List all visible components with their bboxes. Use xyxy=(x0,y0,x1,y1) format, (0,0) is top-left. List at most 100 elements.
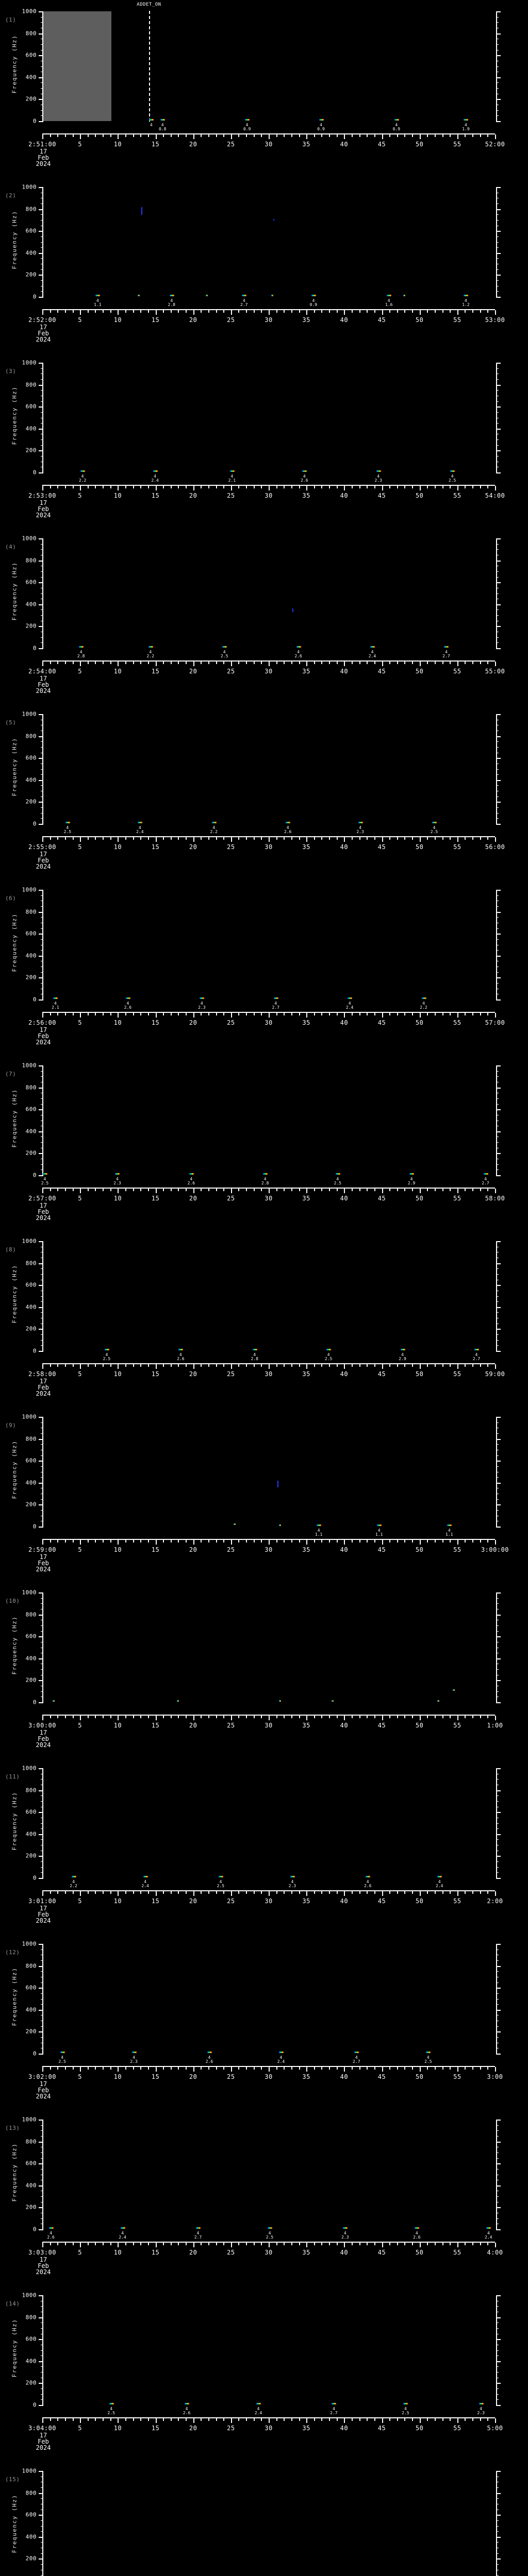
y-axis-tick xyxy=(496,1878,501,1879)
detection-annotation: 4 2.2 xyxy=(420,1001,427,1010)
x-axis-tick xyxy=(201,486,202,488)
x-axis-tick xyxy=(359,1540,360,1543)
x-axis-tick xyxy=(374,134,375,137)
y-axis-tick xyxy=(39,77,43,78)
x-axis: 2:58:00 5 10 15 20 25 30 35 40 45 50 55 59:00 17 Feb … xyxy=(28,1363,505,1397)
spectrogram-panel: (4) Frequency (Hz) 0 200 400 600 800 1000 4 2.8 4… xyxy=(0,527,528,703)
y-axis-tick xyxy=(39,1329,43,1330)
y-axis-tick xyxy=(496,2207,501,2209)
x-axis-tick xyxy=(351,1013,353,1015)
y-axis-tick-label: 200 xyxy=(25,622,37,630)
x-axis-tick xyxy=(284,1364,285,1367)
x-axis-tick-label: 30 xyxy=(265,2073,273,2080)
y-axis-tick xyxy=(496,2558,501,2560)
x-axis-tick-label: 30 xyxy=(265,2249,273,2256)
y-axis-tick xyxy=(41,972,43,973)
x-axis-tick xyxy=(193,2067,194,2072)
x-axis-tick xyxy=(269,1013,270,1018)
x-axis-tick xyxy=(238,2243,240,2245)
y-axis-tick xyxy=(496,1993,499,1994)
panel-index-label: (14) xyxy=(5,2300,20,2307)
x-axis-tick xyxy=(480,1891,481,1894)
x-axis-tick-label: 5 xyxy=(78,1546,82,1553)
x-axis-tick xyxy=(276,1716,277,1718)
y-axis-tick xyxy=(41,1334,43,1335)
x-axis-tick xyxy=(434,1364,436,1367)
y-axis-tick xyxy=(41,1823,43,1824)
detection-marker xyxy=(125,997,130,999)
x-axis-tick xyxy=(80,2418,81,2423)
x-axis-tick xyxy=(442,1891,443,1894)
y-axis-tick xyxy=(496,1433,499,1434)
x-axis-tick xyxy=(314,2243,315,2245)
y-axis-title: Frequency (Hz) xyxy=(11,210,18,269)
x-axis-tick xyxy=(261,837,262,840)
x-axis-tick xyxy=(147,310,149,313)
x-axis-tick xyxy=(291,486,292,488)
x-axis-tick xyxy=(480,662,481,664)
x-axis-tick xyxy=(306,1189,308,1193)
x-axis-tick xyxy=(321,1540,323,1543)
y-axis-tick xyxy=(496,1636,501,1638)
x-axis-tick xyxy=(238,1013,240,1015)
x-axis-tick xyxy=(299,2418,300,2421)
y-axis-tick xyxy=(496,928,499,929)
x-axis-tick xyxy=(450,1540,451,1543)
x-axis-tick xyxy=(427,134,428,137)
y-axis-tick xyxy=(496,209,501,210)
x-axis-tick-label: 50 xyxy=(415,1370,424,1378)
x-axis-tick xyxy=(155,310,157,315)
y-axis-tick xyxy=(39,1988,43,1989)
x-axis-tick xyxy=(133,837,134,840)
x-axis-tick xyxy=(397,1364,398,1367)
detection-marker xyxy=(120,2227,125,2229)
y-axis-tick xyxy=(39,538,43,539)
y-axis-tick xyxy=(496,2339,501,2341)
y-axis-tick xyxy=(39,2009,43,2011)
x-axis-tick xyxy=(321,1013,323,1015)
x-axis-tick-label: 40 xyxy=(340,1546,349,1553)
x-axis-tick-label: 40 xyxy=(340,2249,349,2256)
spectrogram-panel: (11) Frequency (Hz) 0 200 400 600 800 1000 4 2.2… xyxy=(0,1757,528,1933)
x-axis-tick xyxy=(404,1013,406,1015)
x-axis-tick xyxy=(427,1716,428,1718)
x-axis-tick xyxy=(359,134,360,137)
plot-area: 0 200 400 600 800 1000 4 2.8 4 2.2 4 2.5 4 2.6 4 2… xyxy=(22,535,501,658)
x-axis-tick xyxy=(284,486,285,488)
y-axis-tick xyxy=(496,2295,501,2296)
detection-marker xyxy=(326,1349,332,1351)
y-axis-tick xyxy=(41,16,43,18)
x-axis: 3:00:00 5 10 15 20 25 30 35 40 45 50 55 1:00 17 Feb 2… xyxy=(28,1715,503,1748)
y-axis-tick-label: 0 xyxy=(32,645,37,652)
detection-marker xyxy=(332,2403,337,2405)
y-axis-tick xyxy=(39,1461,43,1462)
x-axis-tick xyxy=(230,1716,232,1720)
x-axis-tick xyxy=(238,1364,240,1367)
x-axis-tick xyxy=(427,1364,428,1367)
y-axis-tick xyxy=(496,1345,499,1346)
detection-marker xyxy=(366,1876,371,1878)
x-axis-tick-label: 40 xyxy=(340,1722,349,1729)
y-axis-tick-label: 0 xyxy=(32,2401,37,2409)
y-axis-tick xyxy=(496,401,499,402)
x-axis-tick xyxy=(351,2067,353,2070)
x-axis-tick xyxy=(170,1013,172,1015)
x-axis-tick xyxy=(140,310,142,313)
y-axis-tick xyxy=(41,1779,43,1780)
plot-area: 0 200 400 600 800 1000 4 1.1 4 2.8 4 2.7 4 0.9 4 1… xyxy=(22,184,501,307)
x-axis-tick xyxy=(72,2067,74,2070)
x-axis-tick xyxy=(147,2067,149,2070)
y-axis-tick xyxy=(39,604,43,605)
x-axis-tick-label: 45 xyxy=(377,1370,386,1378)
x-axis-tick xyxy=(450,486,451,488)
y-axis-tick xyxy=(39,1834,43,1835)
x-axis-tick xyxy=(450,2418,451,2421)
x-axis-tick xyxy=(42,134,43,139)
detection-marker xyxy=(486,2227,491,2229)
y-axis-tick-label: 1000 xyxy=(22,1940,37,1947)
x-axis-tick xyxy=(155,1189,157,1193)
x-axis-tick xyxy=(193,1364,194,1369)
y-axis-tick xyxy=(496,1658,501,1659)
x-axis-tick xyxy=(314,134,315,137)
y-axis-tick xyxy=(496,1065,501,1066)
